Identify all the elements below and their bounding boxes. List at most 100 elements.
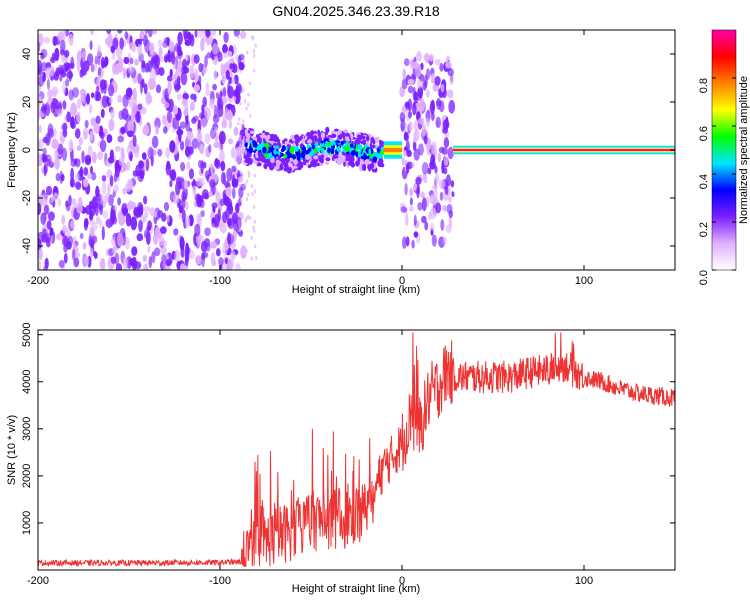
heatmap-cell xyxy=(71,248,76,261)
heatmap-cell xyxy=(240,123,243,128)
heatmap-cell xyxy=(252,140,256,145)
heatmap-cell xyxy=(120,126,126,135)
heatmap-cell xyxy=(83,167,89,176)
snr-frame xyxy=(37,329,676,571)
heatmap-cell xyxy=(262,146,267,154)
heatmap-cell xyxy=(248,145,252,152)
heatmap-cell xyxy=(90,63,95,73)
heatmap-cell xyxy=(90,30,94,36)
heatmap-cell xyxy=(264,162,268,170)
heatmap-cell xyxy=(229,63,234,70)
heatmap-cell xyxy=(126,130,134,138)
heatmap-cell xyxy=(413,231,419,238)
heatmap-cell xyxy=(401,105,407,114)
y-tick-label: 2000 xyxy=(21,464,33,488)
heatmap-cell xyxy=(220,160,226,172)
heatmap-cell xyxy=(245,248,248,253)
heatmap-cell xyxy=(357,156,361,163)
heatmap-cell xyxy=(153,247,161,257)
heatmap-cell xyxy=(97,56,101,66)
heatmap-cell xyxy=(308,152,314,157)
heatmap-cell xyxy=(320,132,325,139)
heatmap-cell xyxy=(294,134,300,140)
heatmap-cell xyxy=(293,158,298,166)
heatmap-cell xyxy=(212,114,220,124)
heatmap-cell xyxy=(169,140,176,153)
heatmap-cell xyxy=(134,261,142,270)
heatmap-cell xyxy=(90,235,98,244)
heatmap-cell xyxy=(324,131,328,136)
heatmap-cell xyxy=(197,128,202,143)
heatmap-cell xyxy=(69,62,75,69)
heatmap-cell xyxy=(70,102,78,117)
heatmap-cell xyxy=(81,51,87,63)
heatmap-cell xyxy=(223,98,227,105)
heatmap-cell xyxy=(350,143,354,148)
heatmap-cell xyxy=(421,162,429,175)
heatmap-cell xyxy=(255,256,258,260)
heatmap-cell xyxy=(144,30,149,35)
heatmap-cell xyxy=(343,161,347,167)
heatmap-cell xyxy=(252,49,256,54)
heatmap-cell xyxy=(183,30,188,42)
heatmap-cell xyxy=(41,155,48,162)
heatmap-cell xyxy=(102,210,108,219)
heatmap-cell xyxy=(89,165,94,175)
heatmap-cell xyxy=(91,197,99,209)
heatmap-cell xyxy=(227,258,234,270)
heatmap-cell xyxy=(442,126,449,134)
heatmap-cell xyxy=(38,69,44,76)
heatmap-cell xyxy=(317,131,321,137)
heatmap-cell xyxy=(445,116,449,130)
heatmap-cell xyxy=(76,111,81,124)
heatmap-cell xyxy=(247,133,251,139)
heatmap-cell xyxy=(432,199,436,207)
heatmap-cell xyxy=(181,98,188,107)
heatmap-cell xyxy=(99,219,103,229)
heatmap-cell xyxy=(117,135,124,143)
heatmap-cell xyxy=(91,172,97,181)
heatmap-cell xyxy=(68,33,74,46)
heatmap-cell xyxy=(222,242,228,256)
heatmap-cell xyxy=(148,30,153,38)
heatmap-cell xyxy=(260,141,265,148)
heatmap-cell xyxy=(145,92,151,105)
heatmap-cell xyxy=(405,140,410,155)
heatmap-cell xyxy=(178,182,182,190)
heatmap-cell xyxy=(52,35,58,47)
heatmap-cell xyxy=(171,52,176,65)
heatmap-cell xyxy=(372,156,378,162)
heatmap-cell xyxy=(299,143,304,149)
heatmap-cell xyxy=(200,210,205,218)
heatmap-cell xyxy=(307,164,311,169)
heatmap-cell xyxy=(239,101,242,106)
heatmap-cell xyxy=(283,154,287,159)
heatmap-cell xyxy=(62,100,67,110)
heatmap-cell xyxy=(125,213,132,227)
heatmap-cell xyxy=(101,226,105,241)
heatmap-cell xyxy=(128,97,135,108)
heatmap-cell xyxy=(182,187,188,200)
heatmap-cell xyxy=(209,98,215,109)
heatmap-cell xyxy=(147,245,151,253)
heatmap-cell xyxy=(91,92,95,99)
heatmap-cell xyxy=(42,147,47,156)
heatmap-cell xyxy=(155,84,162,94)
heatmap-cell xyxy=(425,117,430,128)
heatmap-cell xyxy=(97,44,102,58)
chart-title: GN04.2025.346.23.39.R18 xyxy=(272,3,440,19)
heatmap-cell xyxy=(89,247,94,258)
colorbar-tick-label: 0.4 xyxy=(698,174,710,189)
heatmap-cell xyxy=(227,233,235,245)
snr-series-line xyxy=(38,332,675,568)
heatmap-cell xyxy=(143,83,148,95)
heatmap-cell xyxy=(172,116,179,130)
heatmap-cell xyxy=(213,141,221,148)
heatmap-cell xyxy=(204,227,211,236)
heatmap-cell xyxy=(204,107,212,121)
heatmap-cell xyxy=(100,131,105,140)
heatmap-cell xyxy=(198,62,203,73)
heatmap-cell xyxy=(374,144,379,148)
heatmap-cell xyxy=(299,161,304,169)
